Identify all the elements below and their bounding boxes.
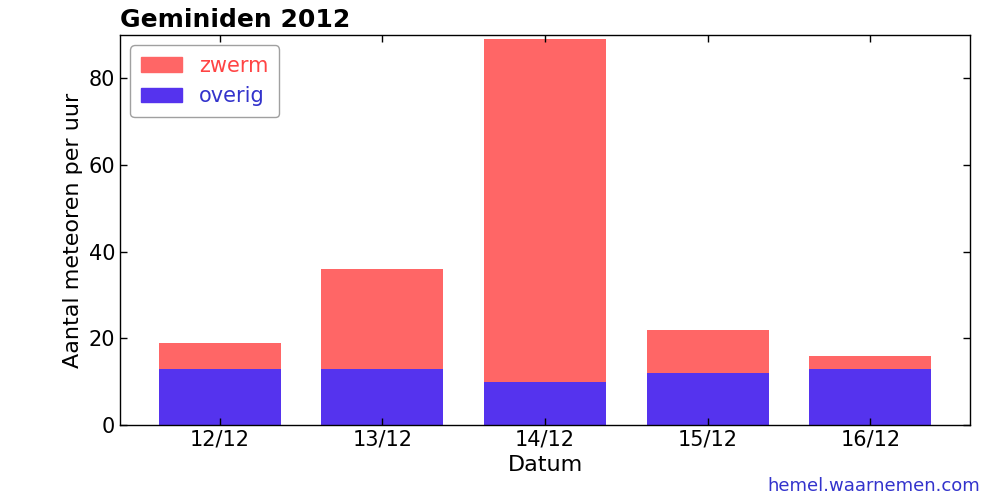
- Bar: [321, 368, 443, 425]
- Legend: zwerm, overig: zwerm, overig: [130, 46, 279, 117]
- Y-axis label: Aantal meteoren per uur: Aantal meteoren per uur: [63, 92, 83, 368]
- Bar: [484, 40, 606, 382]
- Bar: [809, 368, 931, 425]
- Bar: [484, 382, 606, 425]
- X-axis label: Datum: Datum: [507, 456, 583, 475]
- Bar: [159, 368, 281, 425]
- Text: Geminiden 2012: Geminiden 2012: [120, 8, 350, 32]
- Text: hemel.waarnemen.com: hemel.waarnemen.com: [767, 477, 980, 495]
- Bar: [647, 373, 769, 425]
- Bar: [321, 269, 443, 368]
- Bar: [809, 356, 931, 368]
- Bar: [159, 342, 281, 368]
- Bar: [647, 330, 769, 373]
